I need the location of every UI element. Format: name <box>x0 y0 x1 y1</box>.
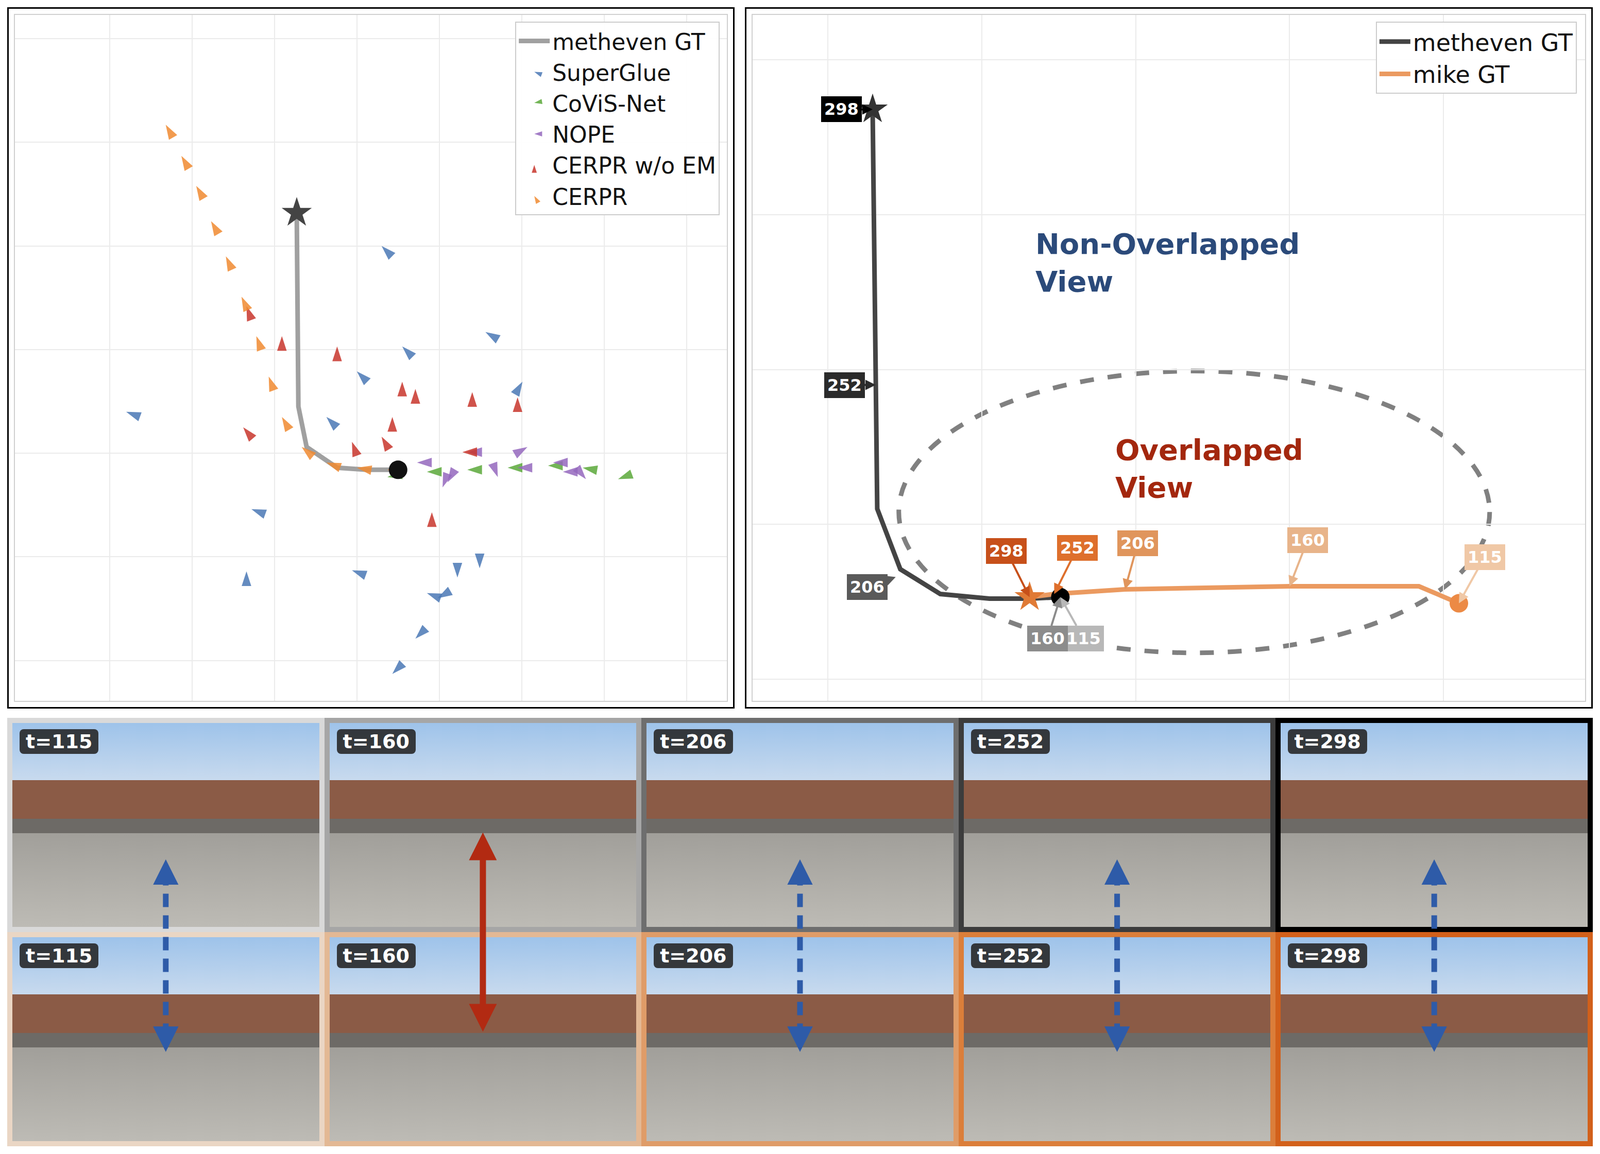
svg-text:mike GT: mike GT <box>1413 60 1511 89</box>
html-text:t=252: t=252 <box>977 944 1044 968</box>
svg-text:OverlappedView: OverlappedView <box>1115 433 1304 505</box>
svg-text:NOPE: NOPE <box>552 121 616 148</box>
html-text:t=115: t=115 <box>25 730 93 754</box>
html-text:t=160: t=160 <box>342 944 410 968</box>
svg-text:298: 298 <box>824 99 859 119</box>
svg-text:CERPR w/o EM: CERPR w/o EM <box>552 152 717 179</box>
svg-text:CoViS-Net: CoViS-Net <box>552 90 666 117</box>
svg-text:206: 206 <box>1120 533 1155 554</box>
html-text:t=160: t=160 <box>342 730 410 754</box>
svg-text:252: 252 <box>827 375 862 396</box>
svg-text:Non-OverlappedView: Non-OverlappedView <box>1035 227 1300 299</box>
svg-text:SuperGlue: SuperGlue <box>552 59 671 87</box>
svg-text:115: 115 <box>1066 628 1101 649</box>
svg-text:115: 115 <box>1467 547 1503 568</box>
svg-text:metheven GT: metheven GT <box>1413 28 1574 57</box>
html-text:t=252: t=252 <box>977 730 1044 754</box>
svg-text:metheven GT: metheven GT <box>552 28 706 56</box>
svg-text:160: 160 <box>1290 530 1325 551</box>
html-text:t=298: t=298 <box>1294 944 1361 968</box>
html-text:t=206: t=206 <box>659 730 727 754</box>
svg-text:252: 252 <box>1060 538 1095 558</box>
html-text:t=206: t=206 <box>659 944 727 968</box>
html-text:t=298: t=298 <box>1294 730 1361 754</box>
svg-text:298: 298 <box>989 541 1024 561</box>
svg-text:160: 160 <box>1030 628 1065 649</box>
svg-text:CERPR: CERPR <box>552 183 628 211</box>
html-text:t=115: t=115 <box>25 944 93 968</box>
svg-text:206: 206 <box>849 577 885 598</box>
